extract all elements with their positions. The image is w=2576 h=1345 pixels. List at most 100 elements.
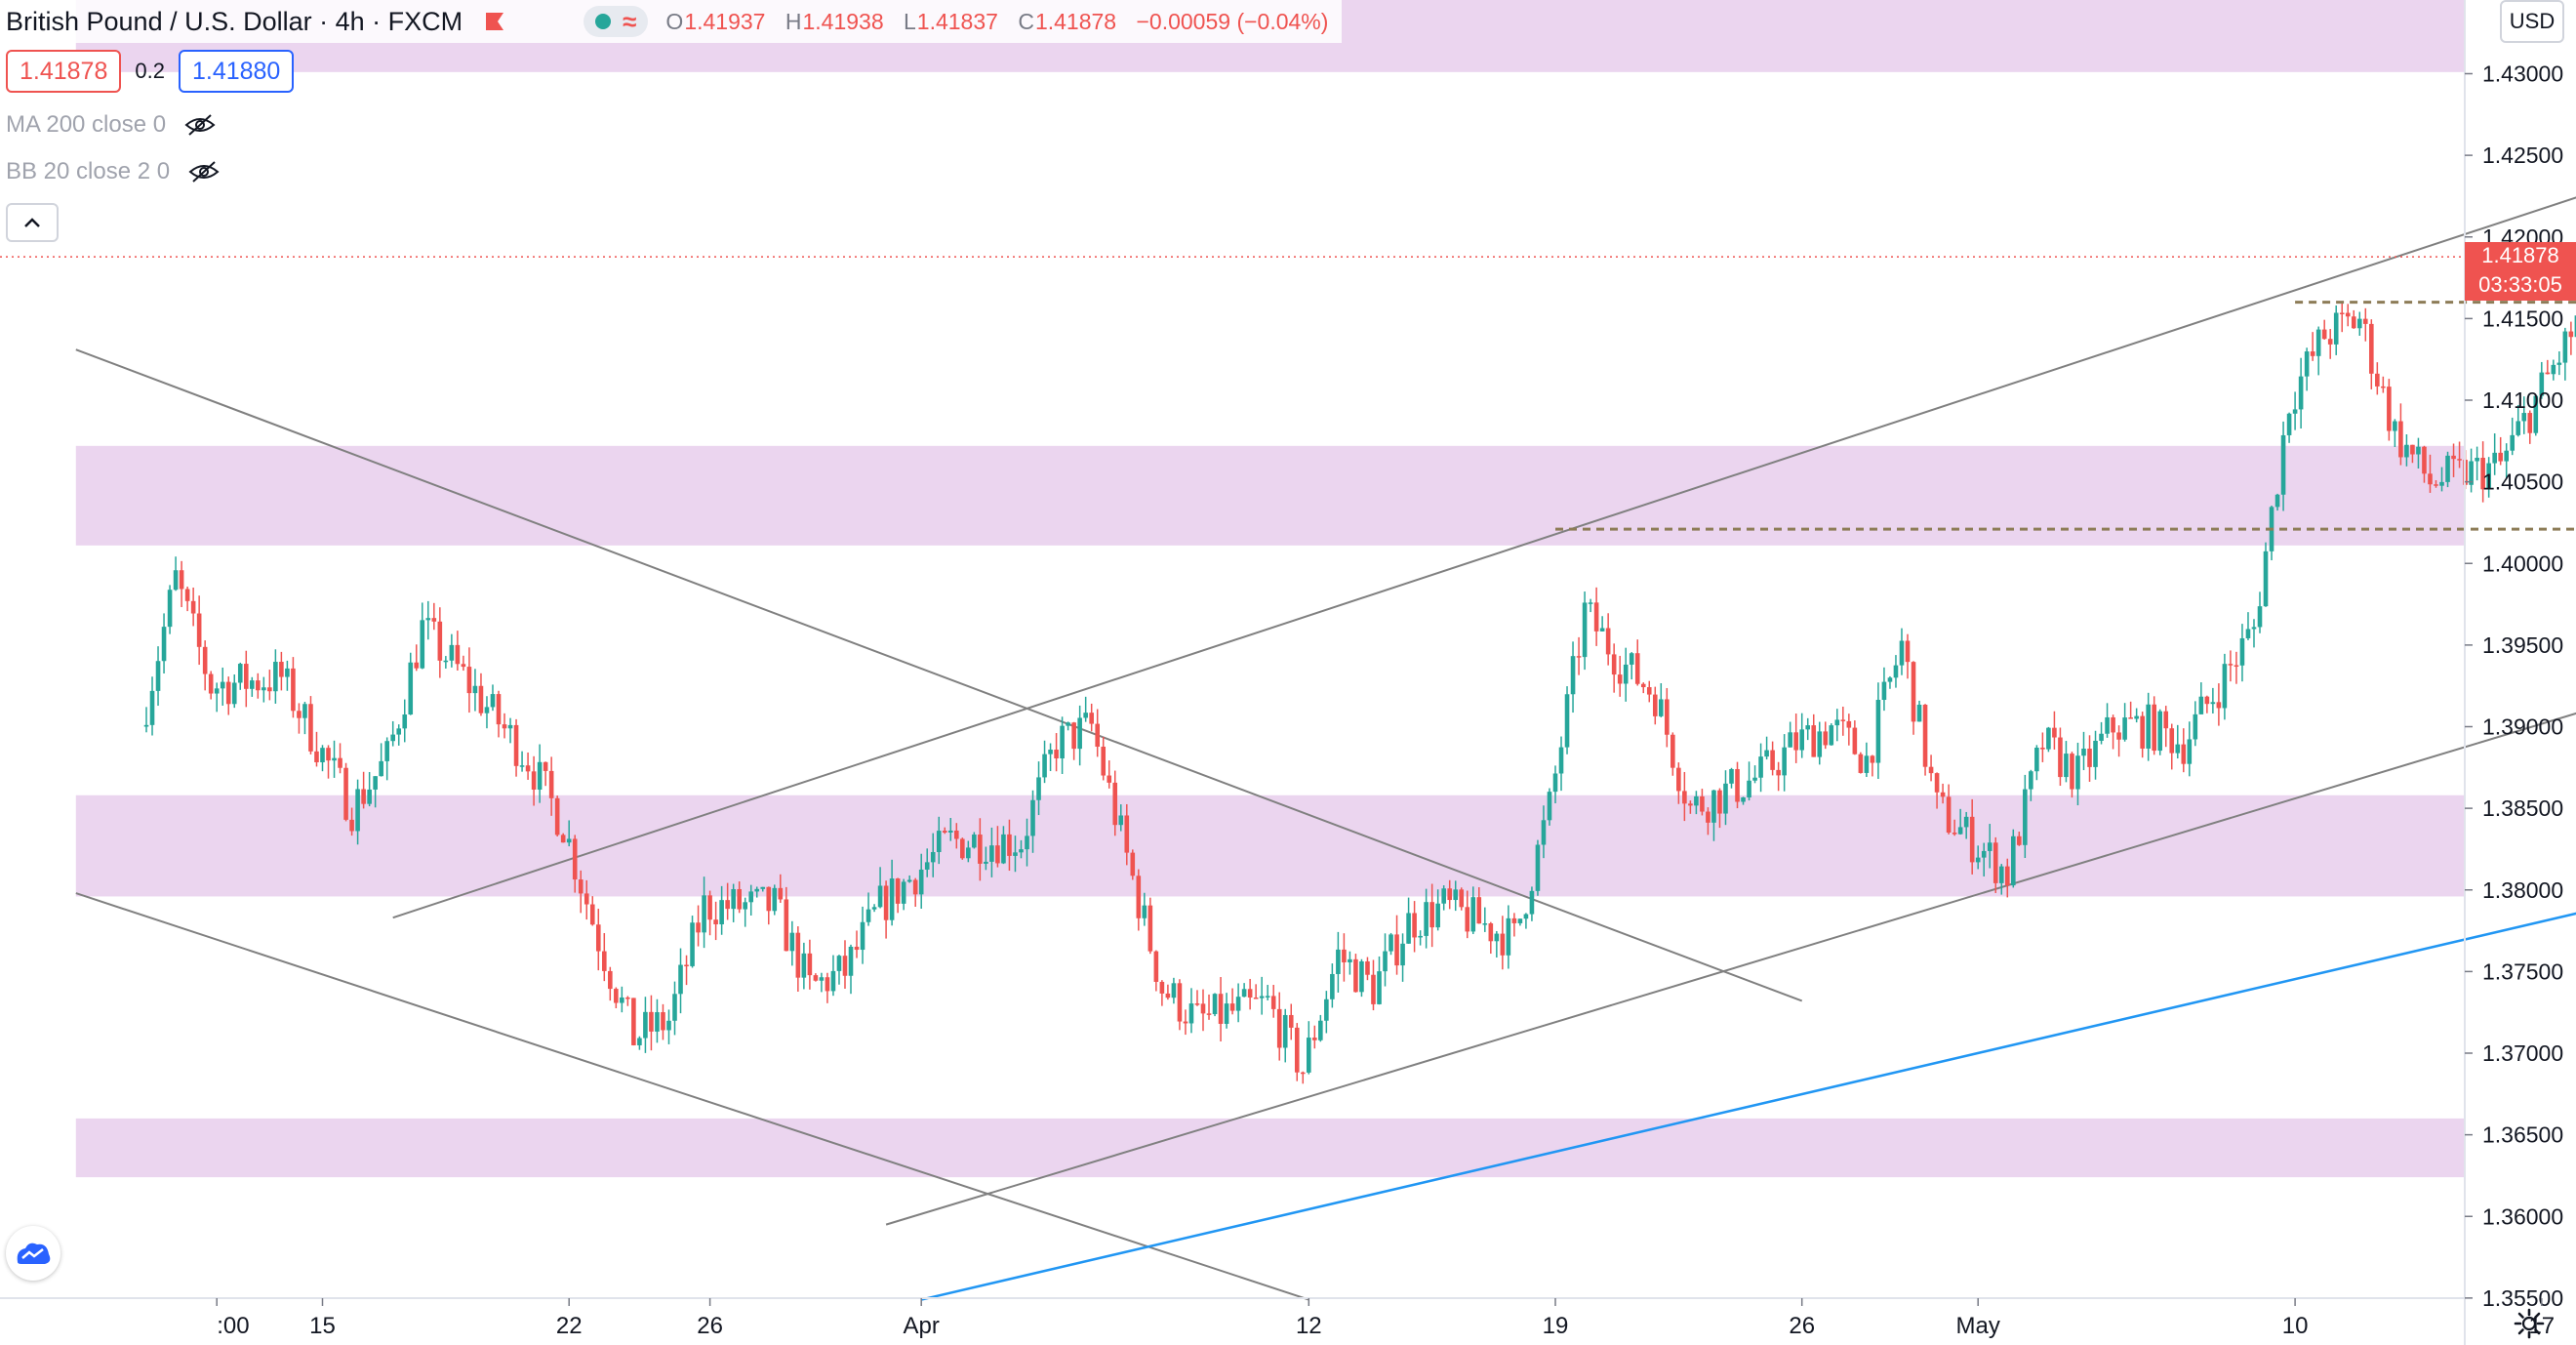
candle-body [1188, 1003, 1194, 1024]
collapse-legend-button[interactable] [6, 203, 59, 242]
candle-body [1916, 704, 1922, 722]
candle-body [1611, 654, 1617, 675]
candle-body [1429, 902, 1434, 928]
price-tick-label: 1.37500 [2482, 958, 2563, 984]
price-scale[interactable]: 1.35500 1.36000 1.36500 1.37000 1.37500 1.380… [2464, 0, 2563, 1345]
candle-body [2551, 364, 2556, 375]
candle-body [1282, 1014, 1288, 1048]
candle-body [472, 685, 478, 694]
candle-body [918, 869, 924, 895]
candle-body [214, 688, 220, 694]
candle-body [1506, 917, 1511, 956]
candle-body [1054, 750, 1059, 759]
candle-body [1300, 1072, 1306, 1075]
candle-body [502, 724, 507, 729]
time-scale[interactable]: :00152226Apr121926May101724 [0, 1297, 2576, 1339]
price-tick-label: 1.39000 [2482, 714, 2563, 740]
candle-body [1582, 602, 1588, 658]
candle-body [2527, 413, 2533, 433]
candle-body [1881, 681, 1887, 701]
candle-body [2034, 747, 2039, 772]
candle-body [1107, 775, 1112, 783]
candle-body [2105, 716, 2110, 734]
candle-body [1770, 750, 1775, 770]
candle-body [1570, 656, 1576, 695]
candle-body [1552, 773, 1558, 793]
channel-line [75, 892, 1309, 1301]
candle-body [2333, 312, 2339, 345]
candle-body [2480, 458, 2485, 490]
candle-body [2004, 866, 2010, 886]
tradingview-logo-icon[interactable] [6, 1226, 60, 1281]
candle-body [1124, 815, 1130, 853]
price-tick-label: 1.36000 [2482, 1203, 2563, 1229]
flag-icon[interactable] [484, 12, 505, 31]
candle-body [1969, 816, 1975, 863]
candle-body [396, 728, 402, 735]
candle-body [883, 885, 889, 920]
candle-body [2040, 747, 2045, 750]
time-tick-label: May [1956, 1313, 2000, 1339]
candle-body [1200, 1003, 1206, 1014]
candle-body [2122, 717, 2127, 740]
candle-body [789, 932, 795, 952]
candle-body [2017, 836, 2022, 845]
candle-body [425, 618, 431, 621]
candle-body [2175, 744, 2181, 754]
candle-body [589, 904, 595, 925]
candle-body [2245, 629, 2251, 638]
candle-body [1905, 640, 1911, 663]
buy-price-button[interactable]: 1.41880 [178, 50, 295, 93]
symbol-title[interactable]: British Pound / U.S. Dollar · 4h · FXCM [6, 6, 463, 36]
candle-body [2410, 444, 2415, 455]
candle-body [2263, 550, 2269, 607]
candle-body [2251, 627, 2257, 630]
candle-body [625, 997, 630, 999]
indicator-ma[interactable]: MA 200 close 0 [6, 111, 217, 139]
candle-body [1623, 664, 1629, 684]
candle-body [2321, 329, 2327, 340]
candle-body [507, 724, 513, 729]
indicator-bb[interactable]: BB 20 close 2 0 [6, 158, 221, 185]
candle-body [2315, 329, 2321, 356]
candle-body [637, 1038, 642, 1045]
candle-body [906, 879, 912, 882]
gear-icon[interactable] [2514, 1308, 2545, 1339]
candle-body [2545, 372, 2551, 375]
candle-body [338, 757, 342, 768]
candle-body [1535, 844, 1541, 891]
candle-body [1224, 1003, 1229, 1024]
candle-body [2498, 452, 2503, 462]
candle-body [1247, 989, 1253, 999]
candle-body [1992, 842, 1998, 883]
candle-body [1758, 756, 1763, 778]
candle-body [1793, 732, 1798, 751]
candle-body [1605, 628, 1611, 655]
candle-body [2193, 713, 2198, 740]
candle-body [155, 661, 161, 691]
candle-body [2093, 740, 2098, 767]
candle-body [1418, 935, 1423, 938]
candle-body [1482, 923, 1488, 925]
candle-body [343, 767, 348, 820]
price-tick-label: 1.42500 [2482, 143, 2563, 168]
candle-body [2181, 744, 2187, 764]
candle-body [760, 886, 766, 889]
eye-hidden-icon[interactable] [187, 160, 221, 183]
candle-body [1682, 791, 1687, 804]
candle-body [1142, 905, 1147, 918]
eye-hidden-icon[interactable] [183, 113, 217, 137]
candle-body [1629, 653, 1634, 665]
candle-body [1307, 1038, 1311, 1073]
market-status-pill[interactable]: ≈ [584, 6, 649, 37]
candle-body [1353, 958, 1358, 993]
candle-body [1511, 917, 1517, 923]
channel-line [392, 196, 2576, 919]
candle-body [1089, 713, 1094, 724]
indicator-ma-label: MA 200 close 0 [6, 111, 167, 138]
candle-body [2510, 434, 2516, 451]
currency-button[interactable]: USD [2500, 0, 2564, 43]
sell-price-button[interactable]: 1.41878 [6, 50, 122, 93]
candle-body [895, 878, 901, 904]
